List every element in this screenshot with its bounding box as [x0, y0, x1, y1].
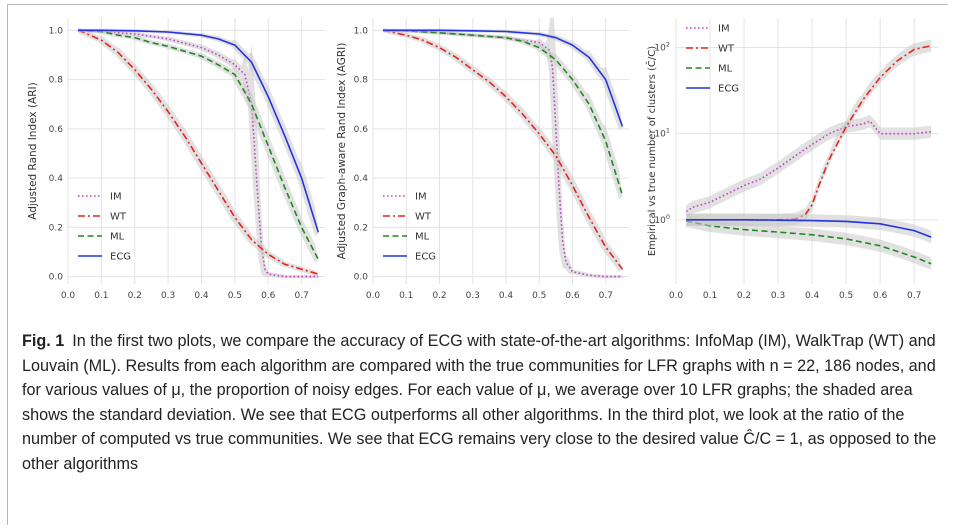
figure-frame: [7, 4, 948, 525]
std-band-ml: [686, 214, 932, 270]
x-tick-label: 0.3: [466, 291, 480, 301]
y-tick-label: 1.0: [354, 26, 369, 36]
y-tick-label: 0.2: [354, 223, 368, 233]
y-tick-label: 101: [654, 127, 670, 140]
series-line-ecg: [686, 219, 932, 238]
legend-label-wt: WT: [415, 212, 432, 223]
x-tick-label: 0.4: [499, 291, 514, 301]
series-line-ml: [382, 29, 624, 196]
y-tick-label: 0.4: [49, 174, 64, 184]
x-tick-label: 0.4: [805, 291, 820, 301]
x-tick-label: 0.0: [669, 291, 684, 301]
y-tick-label: 0.4: [354, 174, 369, 184]
x-tick-label: 0.5: [228, 291, 242, 301]
y-axis-label: Adjusted Rand Index (ARI): [27, 82, 39, 219]
series-line-ecg: [78, 29, 320, 233]
std-band-im: [383, 18, 623, 279]
x-tick-label: 0.5: [839, 291, 853, 301]
plot-area: [685, 39, 932, 270]
cluster-ratio-chart: 0.0 0.1 0.2 0.3 0.4 0.5 0.6 0.7 100 101 102 LFR noi…: [645, 18, 938, 305]
x-tick-label: 0.4: [194, 291, 209, 301]
x-tick-label: 0.2: [737, 291, 751, 301]
x-tick-label: 0.6: [261, 291, 276, 301]
series-line-ecg: [383, 29, 624, 127]
legend-label-ecg: ECG: [110, 252, 131, 263]
legend-label-im: IM: [110, 192, 122, 203]
x-tick-label: 0.7: [907, 291, 921, 301]
x-axis-label: LFR noise level μ: [763, 304, 852, 305]
x-tick-label: 0.0: [61, 291, 76, 301]
x-tick-label: 0.6: [565, 291, 580, 301]
std-band-ml: [78, 28, 319, 263]
x-tick-label: 0.3: [771, 291, 785, 301]
std-band-im: [78, 28, 319, 279]
legend-label-im: IM: [718, 24, 730, 35]
std-band-wt: [78, 27, 319, 276]
legend-label-ecg: ECG: [718, 84, 739, 95]
y-tick-label: 102: [654, 41, 670, 54]
y-tick-label: 1.0: [49, 26, 64, 36]
legend-label-ml: ML: [110, 232, 125, 243]
x-tick-label: 0.0: [366, 291, 381, 301]
figure-label: Fig. 1: [22, 332, 65, 350]
x-axis-label: LFR noise level μ: [457, 304, 546, 305]
y-tick-label: 0.8: [49, 76, 64, 86]
agri-chart: 0.0 0.1 0.2 0.3 0.4 0.5 0.6 0.7 0.0 0.2 0.4 0.6 0.8 1…: [336, 18, 629, 305]
std-band-im: [686, 114, 932, 218]
std-band-ecg: [78, 28, 319, 236]
x-axis-label: LFR noise level μ: [152, 304, 241, 305]
y-axis-label: Adjusted Graph-aware Rand Index (AGRI): [336, 43, 348, 260]
x-tick-label: 0.5: [532, 291, 546, 301]
y-tick-label: 0.0: [49, 273, 64, 283]
y-tick-label: 0.2: [49, 223, 63, 233]
figure-caption-text: In the first two plots, we compare the a…: [22, 332, 937, 473]
std-band-ml: [383, 28, 623, 199]
x-tick-label: 0.3: [161, 291, 175, 301]
y-tick-label: 100: [654, 213, 670, 226]
series-line-wt: [382, 29, 624, 270]
legend-label-ml: ML: [718, 64, 733, 75]
std-band-ecg: [686, 213, 932, 244]
series-line-wt: [77, 29, 319, 275]
x-tick-label: 0.1: [94, 291, 108, 301]
series-line-wt: [686, 44, 932, 221]
legend-label-im: IM: [415, 192, 427, 203]
y-axis-label: Empirical vs true number of clusters (Ĉ/…: [645, 46, 658, 256]
plot-area: [77, 27, 320, 279]
ari-chart: 0.0 0.1 0.2 0.3 0.4 0.5 0.6 0.7 0.0 0.2 0.4 0.6 0.8 1…: [27, 18, 325, 305]
legend-label-ecg: ECG: [415, 252, 436, 263]
x-tick-label: 0.1: [399, 291, 413, 301]
x-tick-label: 0.7: [294, 291, 308, 301]
std-band-wt: [686, 39, 932, 226]
x-tick-label: 0.1: [703, 291, 717, 301]
y-tick-label: 0.6: [49, 125, 64, 135]
figure-panels: 0.0 0.1 0.2 0.3 0.4 0.5 0.6 0.7 0.0 0.2 0.4 0.6 0.8 1…: [27, 18, 938, 305]
x-tick-label: 0.6: [873, 291, 888, 301]
series-line-ml: [686, 220, 932, 265]
y-tick-label: 0.0: [354, 273, 369, 283]
y-tick-label: 0.6: [354, 125, 369, 135]
figure-caption: Fig. 1 In the first two plots, we compare…: [22, 329, 937, 477]
legend-label-wt: WT: [718, 44, 735, 55]
x-tick-label: 0.7: [599, 291, 613, 301]
series-line-im: [685, 120, 932, 213]
series-line-im: [77, 29, 319, 278]
series-line-ml: [77, 29, 320, 260]
legend-label-wt: WT: [110, 212, 127, 223]
legend-label-ml: ML: [415, 232, 430, 243]
x-tick-label: 0.2: [432, 291, 446, 301]
plot-area: [382, 18, 624, 279]
x-tick-label: 0.2: [128, 291, 142, 301]
y-tick-label: 0.8: [354, 76, 369, 86]
